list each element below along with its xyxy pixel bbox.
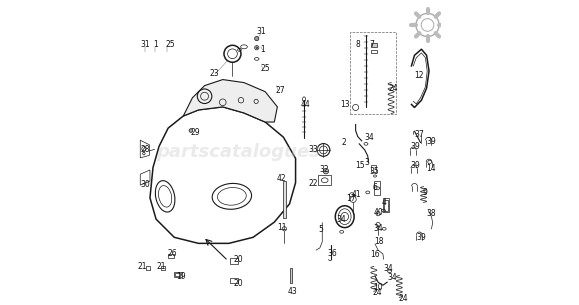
- Text: partscatalogues: partscatalogues: [156, 143, 320, 161]
- Text: 31: 31: [256, 27, 266, 35]
- Text: 6: 6: [372, 183, 377, 192]
- Text: 34: 34: [365, 133, 375, 142]
- Polygon shape: [184, 80, 277, 122]
- Text: 40: 40: [374, 208, 383, 217]
- Text: 16: 16: [370, 250, 379, 259]
- Text: 23: 23: [209, 69, 219, 78]
- Text: 21: 21: [156, 262, 166, 271]
- Bar: [230, 278, 238, 283]
- Text: 37: 37: [415, 130, 424, 139]
- Text: 24: 24: [389, 84, 398, 92]
- Text: 39: 39: [427, 137, 437, 146]
- Text: 26: 26: [167, 249, 177, 257]
- Text: 39: 39: [416, 233, 426, 242]
- Text: 8: 8: [356, 40, 360, 49]
- Bar: [290, 267, 292, 283]
- Text: 34: 34: [374, 224, 383, 233]
- Text: 34: 34: [383, 264, 393, 273]
- Bar: [167, 254, 174, 258]
- Text: 24: 24: [398, 294, 408, 303]
- Text: 34: 34: [387, 273, 397, 282]
- Circle shape: [255, 37, 259, 41]
- Circle shape: [189, 129, 193, 132]
- Text: 42: 42: [277, 174, 287, 183]
- Text: 10: 10: [373, 283, 383, 292]
- Circle shape: [323, 168, 329, 174]
- Text: 25: 25: [261, 64, 270, 74]
- Text: 14: 14: [427, 164, 436, 173]
- Text: 32: 32: [320, 164, 329, 174]
- Text: 36: 36: [327, 249, 337, 257]
- Text: 17: 17: [346, 194, 356, 203]
- Text: 2: 2: [342, 138, 346, 147]
- Bar: [371, 44, 376, 47]
- Text: 29: 29: [191, 128, 200, 137]
- Text: 41: 41: [351, 190, 361, 199]
- Text: 25: 25: [165, 40, 175, 49]
- Text: 21: 21: [138, 262, 147, 271]
- Text: 1: 1: [261, 45, 265, 54]
- Text: 43: 43: [288, 287, 298, 296]
- Text: 24: 24: [372, 288, 382, 297]
- Bar: [175, 273, 180, 275]
- Text: 3: 3: [365, 158, 369, 167]
- Text: 12: 12: [415, 71, 424, 81]
- Text: 19: 19: [177, 272, 186, 281]
- Bar: [283, 181, 286, 218]
- Bar: [230, 258, 238, 264]
- Text: 20: 20: [233, 279, 243, 288]
- Bar: [174, 272, 182, 277]
- Text: 44: 44: [301, 100, 311, 109]
- Polygon shape: [150, 107, 295, 243]
- Text: 39: 39: [411, 161, 420, 170]
- Text: 13: 13: [340, 100, 350, 109]
- Text: 9: 9: [422, 188, 427, 197]
- Bar: [371, 165, 376, 172]
- Text: 15: 15: [355, 161, 364, 170]
- Circle shape: [256, 47, 258, 48]
- Text: 1: 1: [153, 40, 158, 49]
- Text: 38: 38: [427, 209, 436, 218]
- Text: 28: 28: [140, 145, 150, 154]
- Text: 11: 11: [277, 223, 286, 232]
- Bar: [371, 49, 376, 53]
- Bar: [146, 266, 151, 270]
- Bar: [318, 175, 331, 185]
- Bar: [374, 181, 380, 196]
- Text: 31: 31: [141, 40, 151, 49]
- Text: 30: 30: [140, 180, 150, 189]
- Bar: [162, 266, 166, 270]
- Text: 22: 22: [308, 179, 318, 188]
- Text: 34: 34: [336, 215, 346, 224]
- Text: 33: 33: [308, 145, 318, 154]
- Text: 39: 39: [411, 142, 420, 151]
- Bar: [383, 198, 389, 212]
- Text: 27: 27: [276, 86, 285, 95]
- Text: 18: 18: [374, 237, 383, 246]
- Text: 7: 7: [369, 40, 374, 49]
- Text: 35: 35: [369, 167, 379, 176]
- Text: 20: 20: [233, 255, 243, 264]
- Bar: [350, 32, 395, 114]
- Text: 4: 4: [382, 198, 387, 207]
- Bar: [384, 200, 388, 211]
- Text: 5: 5: [318, 225, 324, 234]
